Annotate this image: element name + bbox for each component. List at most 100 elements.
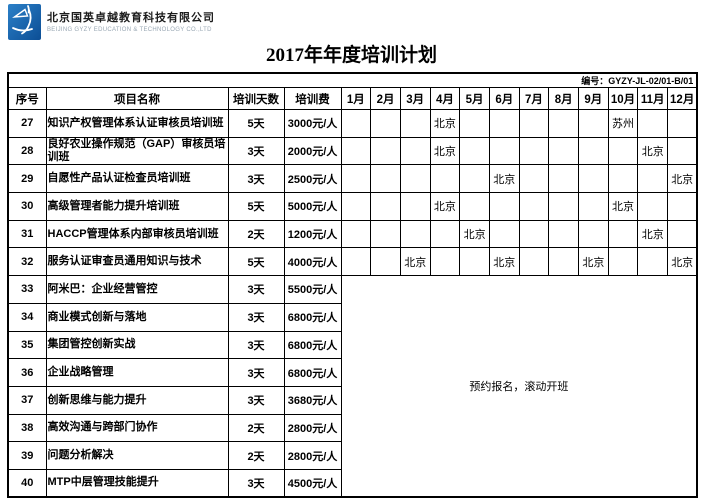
row-no-cell: 32: [7, 247, 47, 277]
month-cell: [370, 164, 401, 194]
month-cell: [548, 192, 579, 221]
days-cell: 5天: [227, 247, 285, 277]
month-cell: 北京: [429, 136, 461, 166]
fee-cell: 1200元/人: [283, 219, 342, 249]
month-cell: [667, 136, 698, 166]
table-row: 40 MTP中层管理技能提升 3天 4500元/人: [7, 468, 697, 498]
row-no-cell: 34: [7, 302, 47, 332]
merged-note-cell: 预约报名，滚动开班: [340, 275, 698, 498]
fee-cell: 2500元/人: [283, 164, 342, 194]
doc-number-value: GYZY-JL-02/01-B/01: [608, 76, 694, 86]
col-header-month: 9月: [578, 87, 609, 110]
col-header-month: 8月: [548, 87, 579, 110]
company-name-block: 北京国英卓越教育科技有限公司 BEIJING GYZY EDUCATION & …: [47, 4, 215, 33]
page-title: 2017年年度培训计划: [265, 45, 437, 66]
fee-cell: 5000元/人: [283, 192, 342, 221]
month-cell: [518, 164, 550, 194]
fee-cell: 4000元/人: [283, 247, 342, 277]
fee-cell: 3680元/人: [283, 385, 342, 415]
project-name-cell: 商业模式创新与落地: [45, 302, 229, 332]
month-cell: [429, 247, 461, 277]
fee-cell: 5500元/人: [283, 275, 342, 304]
month-cell: 北京: [488, 164, 520, 194]
row-no-cell: 28: [7, 136, 47, 166]
project-name-cell: 服务认证审查员通用知识与技术: [45, 247, 229, 277]
row-no-cell: 30: [7, 192, 47, 221]
brand-block: 北京国英卓越教育科技有限公司 BEIJING GYZY EDUCATION & …: [8, 4, 215, 40]
month-cell: [637, 247, 669, 277]
month-cell: [459, 109, 490, 138]
table-row: 35 集团管控创新实战 3天 6800元/人: [7, 330, 697, 360]
table-row: 34 商业模式创新与落地 3天 6800元/人: [7, 302, 697, 332]
table-row: 30 高级管理者能力提升培训班 5天 5000元/人 北京 北京: [7, 192, 698, 221]
row-no-cell: 37: [7, 385, 47, 415]
month-cell: [429, 219, 461, 249]
month-cell: [578, 192, 609, 221]
days-cell: 3天: [227, 275, 285, 304]
table-row: 31 HACCP管理体系内部审核员培训班 2天 1200元/人 北京 北京: [7, 219, 698, 249]
month-cell: [399, 109, 431, 138]
month-cell: [518, 136, 550, 166]
days-cell: 5天: [227, 109, 285, 138]
month-cell: [548, 219, 579, 249]
row-no-cell: 39: [7, 441, 47, 470]
month-cell: 北京: [667, 164, 698, 194]
month-cell: 北京: [399, 247, 431, 277]
month-cell: [370, 192, 401, 221]
table-row: 33 阿米巴：企业经营管控 3天 5500元/人 预约报名，滚动开班: [7, 275, 698, 498]
col-header-month: 3月: [399, 87, 431, 110]
month-cell: 北京: [429, 192, 461, 221]
row-no-cell: 31: [7, 219, 47, 249]
table-row: 28 良好农业操作规范（GAP）审核员培训班 3天 2000元/人 北京 北京: [7, 136, 698, 166]
row-no-cell: 29: [7, 164, 47, 194]
table-row: 32 服务认证审查员通用知识与技术 5天 4000元/人 北京 北京 北京 北京: [7, 247, 698, 277]
month-cell: [370, 109, 401, 138]
month-cell: [399, 219, 431, 249]
days-cell: 3天: [227, 136, 285, 166]
month-cell: [459, 192, 490, 221]
row-no-cell: 35: [7, 330, 47, 360]
month-cell: [607, 164, 639, 194]
col-header-month: 2月: [370, 87, 401, 110]
row-no-cell: 36: [7, 358, 47, 387]
month-cell: [399, 164, 431, 194]
project-name-cell: 良好农业操作规范（GAP）审核员培训班: [45, 136, 229, 166]
month-cell: 苏州: [607, 109, 639, 138]
month-cell: [518, 192, 550, 221]
table-row: 29 自愿性产品认证检查员培训班 3天 2500元/人 北京 北京: [7, 164, 698, 194]
fee-cell: 2000元/人: [283, 136, 342, 166]
col-header-month: 6月: [488, 87, 520, 110]
month-cell: [429, 164, 461, 194]
days-cell: 3天: [227, 385, 285, 415]
month-cell: [340, 219, 372, 249]
col-header-fee: 培训费: [283, 87, 342, 110]
fee-cell: 2800元/人: [283, 413, 342, 443]
days-cell: 3天: [227, 164, 285, 194]
fee-cell: 6800元/人: [283, 358, 342, 387]
month-cell: [459, 136, 490, 166]
project-name-cell: 高级管理者能力提升培训班: [45, 192, 229, 221]
project-name-cell: 创新思维与能力提升: [45, 385, 229, 415]
month-cell: [399, 192, 431, 221]
doc-number-label: 编号：: [581, 76, 609, 86]
month-cell: [459, 247, 490, 277]
project-name-cell: 问题分析解决: [45, 441, 229, 470]
col-header-month: 12月: [667, 87, 698, 110]
month-cell: 北京: [459, 219, 490, 249]
month-cell: [340, 136, 372, 166]
month-cell: [548, 247, 579, 277]
col-header-month: 7月: [518, 87, 550, 110]
table-body: 编号：GYZY-JL-02/01-B/01 序号 项目名称 培训天数 培训费 1…: [7, 72, 698, 498]
month-cell: [518, 109, 550, 138]
month-cell: 北京: [429, 109, 461, 138]
month-cell: [488, 136, 520, 166]
month-cell: [637, 192, 669, 221]
month-cell: [340, 109, 372, 138]
month-cell: [578, 136, 609, 166]
month-cell: [370, 136, 401, 166]
days-cell: 5天: [227, 192, 285, 221]
month-cell: [667, 192, 698, 221]
days-cell: 3天: [227, 330, 285, 360]
row-no-cell: 40: [7, 468, 47, 498]
